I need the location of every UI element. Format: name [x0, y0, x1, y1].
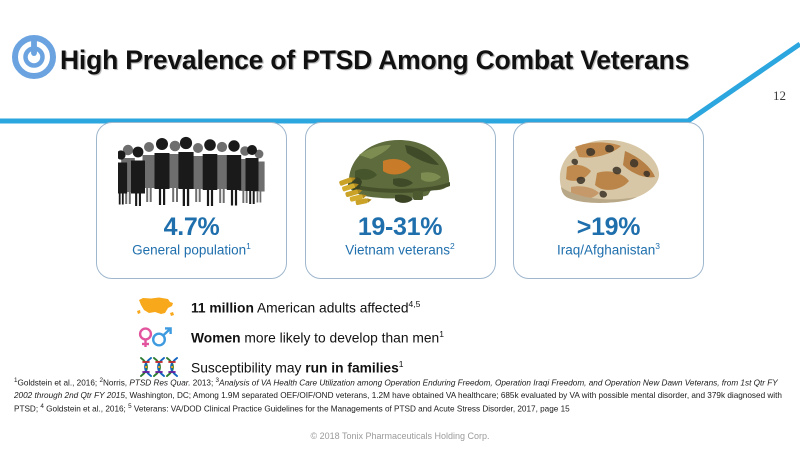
footnote-text: , Washington, DC; Among 1.9M separated O… [14, 390, 782, 414]
bullet-lead: Women [191, 330, 241, 346]
footnote-marker: 1 [14, 377, 18, 384]
desert-helmet-icon [545, 132, 673, 210]
vietnam-helmet-icon [335, 132, 465, 210]
bullet-item-women: Women more likely to develop than men1 [137, 322, 657, 352]
stat-label: Iraq/Afghanistan3 [557, 241, 660, 258]
bullet-footnote-marker: 1 [439, 328, 444, 339]
gender-symbols-icon [137, 324, 185, 350]
footnote-text: Goldstein et al., 2016; [43, 404, 129, 414]
footnote-text: 2013; [190, 378, 216, 388]
stat-value: 19-31% [357, 213, 443, 241]
stat-card-vietnam-veterans: 19-31% Vietnam veterans2 [304, 122, 496, 279]
stat-footnote-marker: 2 [450, 241, 455, 252]
stat-label: General population1 [132, 241, 251, 258]
stat-value: >19% [576, 213, 641, 241]
copyright-notice: © 2018 Tonix Pharmaceuticals Holding Cor… [310, 431, 490, 441]
stat-footnote-marker: 3 [655, 241, 661, 252]
bullet-rest: Susceptibility may [191, 360, 306, 376]
bullet-footnote-marker: 1 [398, 358, 404, 369]
stat-label-text: Iraq/Afghanistan [556, 242, 656, 258]
footnote-marker: 3 [215, 377, 220, 384]
footnote-text: Norris, [102, 378, 130, 388]
footnotes: 1Goldstein et al., 2016; 2Norris, PTSD R… [14, 376, 790, 415]
footnote-text: Goldstein et al., 2016; [17, 378, 100, 388]
bullet-text: 11 million American adults affected4,5 [191, 299, 420, 316]
footnote-marker: 5 [128, 402, 132, 410]
bullet-footnote-marker: 4,5 [408, 298, 421, 309]
bullet-item-families: Susceptibility may run in families1 [137, 352, 657, 382]
crowd-silhouette-icon [117, 132, 266, 210]
page-title: High Prevalence of PTSD Among Combat Vet… [60, 45, 690, 75]
dna-helix-icon [137, 354, 185, 380]
bullet-list: 11 million American adults affected4,5 [137, 292, 657, 382]
footnote-italic-text: PTSD Res Quar. [129, 378, 191, 388]
stat-card-row: 4.7% General population1 [96, 122, 704, 279]
stat-footnote-marker: 1 [246, 241, 251, 252]
page-number: 12 [773, 88, 786, 103]
bullet-text: Susceptibility may run in families1 [191, 359, 404, 376]
bullet-rest: more likely to develop than men [240, 330, 440, 346]
footnote-italic-text: Analysis of VA Health Care Utilization a… [14, 378, 778, 400]
stat-card-iraq-afghanistan: >19% Iraq/Afghanistan3 [513, 122, 704, 279]
footnote-marker: 2 [99, 377, 103, 384]
stat-label-text: General population [132, 242, 247, 258]
footnote-marker: 4 [40, 402, 44, 410]
header-accent-rule [0, 41, 800, 124]
stat-label: Vietnam veterans2 [345, 241, 455, 258]
bullet-text: Women more likely to develop than men1 [191, 329, 444, 346]
stat-card-general-population: 4.7% General population1 [96, 122, 287, 279]
bullet-rest: American adults affected [253, 300, 409, 316]
tonix-logo [8, 30, 60, 82]
footnote-text: Veterans: VA/DOD Clinical Practice Guide… [131, 404, 570, 414]
bullet-item-prevalence: 11 million American adults affected4,5 [137, 292, 657, 322]
bullet-lead: 11 million [191, 300, 254, 316]
bullet-trail-bold: run in families [305, 360, 399, 376]
stat-value: 4.7% [163, 213, 220, 241]
usa-map-icon [137, 294, 185, 320]
stat-label-text: Vietnam veterans [345, 242, 451, 258]
